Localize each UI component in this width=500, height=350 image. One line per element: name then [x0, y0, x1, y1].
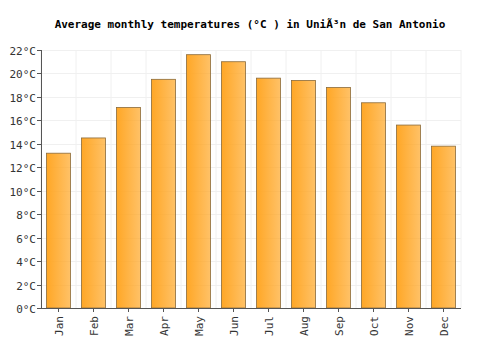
y-tick [37, 97, 41, 98]
bar [362, 103, 386, 308]
x-tick-label: Apr [158, 316, 171, 336]
y-tick [37, 144, 41, 145]
grid-line-vertical [356, 50, 357, 308]
y-tick [37, 50, 41, 51]
y-tick [37, 120, 41, 121]
x-tick [373, 308, 374, 312]
y-tick-label: 8°C [16, 209, 36, 222]
grid-line-vertical [111, 50, 112, 308]
x-tick [163, 308, 164, 312]
bar [397, 125, 421, 308]
grid-line [41, 73, 461, 74]
x-tick-label: Sep [333, 316, 346, 336]
x-tick [338, 308, 339, 312]
grid-line-vertical [391, 50, 392, 308]
grid-line-vertical [286, 50, 287, 308]
grid-line-vertical [426, 50, 427, 308]
grid-line-vertical [181, 50, 182, 308]
chart-svg: Average monthly temperatures (°C ) in Un… [0, 0, 500, 350]
x-axis-line [41, 308, 461, 309]
chart-container: Average monthly temperatures (°C ) in Un… [0, 0, 500, 350]
y-tick [37, 285, 41, 286]
x-tick-label: Dec [438, 316, 451, 336]
grid-line-vertical [41, 50, 42, 308]
grid-line [41, 50, 461, 51]
grid-line-vertical [251, 50, 252, 308]
bar [187, 55, 211, 308]
chart-title: Average monthly temperatures (°C ) in Un… [55, 18, 446, 31]
grid-line-vertical [461, 50, 462, 308]
bar [82, 138, 106, 308]
x-tick-label: Feb [88, 316, 101, 336]
x-tick-label: Aug [298, 316, 311, 336]
y-tick-label: 18°C [10, 92, 37, 105]
x-tick-label: Mar [123, 316, 136, 336]
y-tick [37, 238, 41, 239]
grid-line-vertical [146, 50, 147, 308]
x-tick-label: May [193, 316, 206, 336]
bar [432, 146, 456, 308]
bar [257, 78, 281, 308]
x-tick-label: Nov [403, 316, 416, 336]
y-tick [37, 261, 41, 262]
y-tick-label: 0°C [16, 303, 36, 316]
y-tick-label: 14°C [10, 139, 37, 152]
y-tick [37, 191, 41, 192]
x-tick [233, 308, 234, 312]
y-tick [37, 308, 41, 309]
bar [222, 62, 246, 308]
grid-line-vertical [321, 50, 322, 308]
x-tick [93, 308, 94, 312]
bar [117, 107, 141, 308]
x-tick [268, 308, 269, 312]
y-tick [37, 214, 41, 215]
y-tick [37, 167, 41, 168]
y-tick-label: 16°C [10, 115, 37, 128]
y-tick-label: 20°C [10, 68, 37, 81]
y-tick-label: 12°C [10, 162, 37, 175]
grid-line-vertical [216, 50, 217, 308]
y-tick-label: 4°C [16, 256, 36, 269]
bar [152, 79, 176, 308]
grid-line-vertical [76, 50, 77, 308]
x-tick-label: Jul [263, 316, 276, 336]
grid-line [41, 97, 461, 98]
y-tick-label: 2°C [16, 280, 36, 293]
grid-line [41, 120, 461, 121]
x-tick [198, 308, 199, 312]
grid-line [41, 308, 461, 309]
y-axis-line [41, 50, 42, 308]
y-tick-label: 10°C [10, 186, 37, 199]
bar [47, 153, 71, 308]
x-tick [303, 308, 304, 312]
x-tick-label: Jun [228, 316, 241, 336]
bars [47, 55, 456, 308]
x-tick [408, 308, 409, 312]
x-tick [128, 308, 129, 312]
x-tick-label: Oct [368, 316, 381, 336]
y-tick [37, 73, 41, 74]
x-tick [58, 308, 59, 312]
x-tick [443, 308, 444, 312]
x-tick-label: Jan [53, 316, 66, 336]
y-tick-label: 6°C [16, 233, 36, 246]
y-tick-label: 22°C [10, 45, 37, 58]
bar [327, 88, 351, 308]
bar [292, 80, 316, 308]
